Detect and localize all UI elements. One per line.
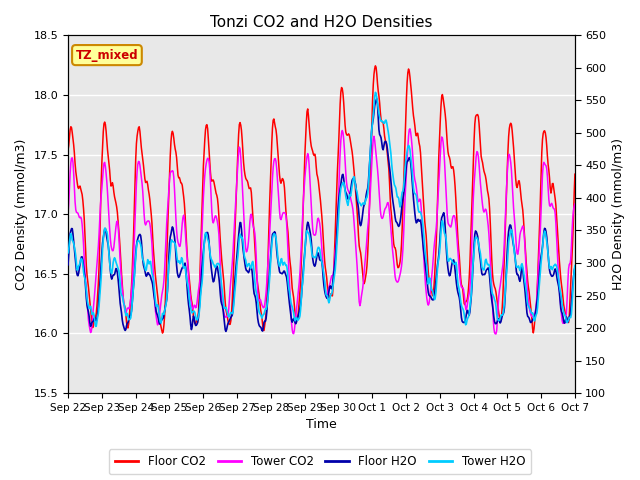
Title: Tonzi CO2 and H2O Densities: Tonzi CO2 and H2O Densities [210,15,433,30]
Y-axis label: H2O Density (mmol/m3): H2O Density (mmol/m3) [612,138,625,290]
Y-axis label: CO2 Density (mmol/m3): CO2 Density (mmol/m3) [15,139,28,290]
Text: TZ_mixed: TZ_mixed [76,48,138,61]
X-axis label: Time: Time [306,419,337,432]
Legend: Floor CO2, Tower CO2, Floor H2O, Tower H2O: Floor CO2, Tower CO2, Floor H2O, Tower H… [109,449,531,474]
